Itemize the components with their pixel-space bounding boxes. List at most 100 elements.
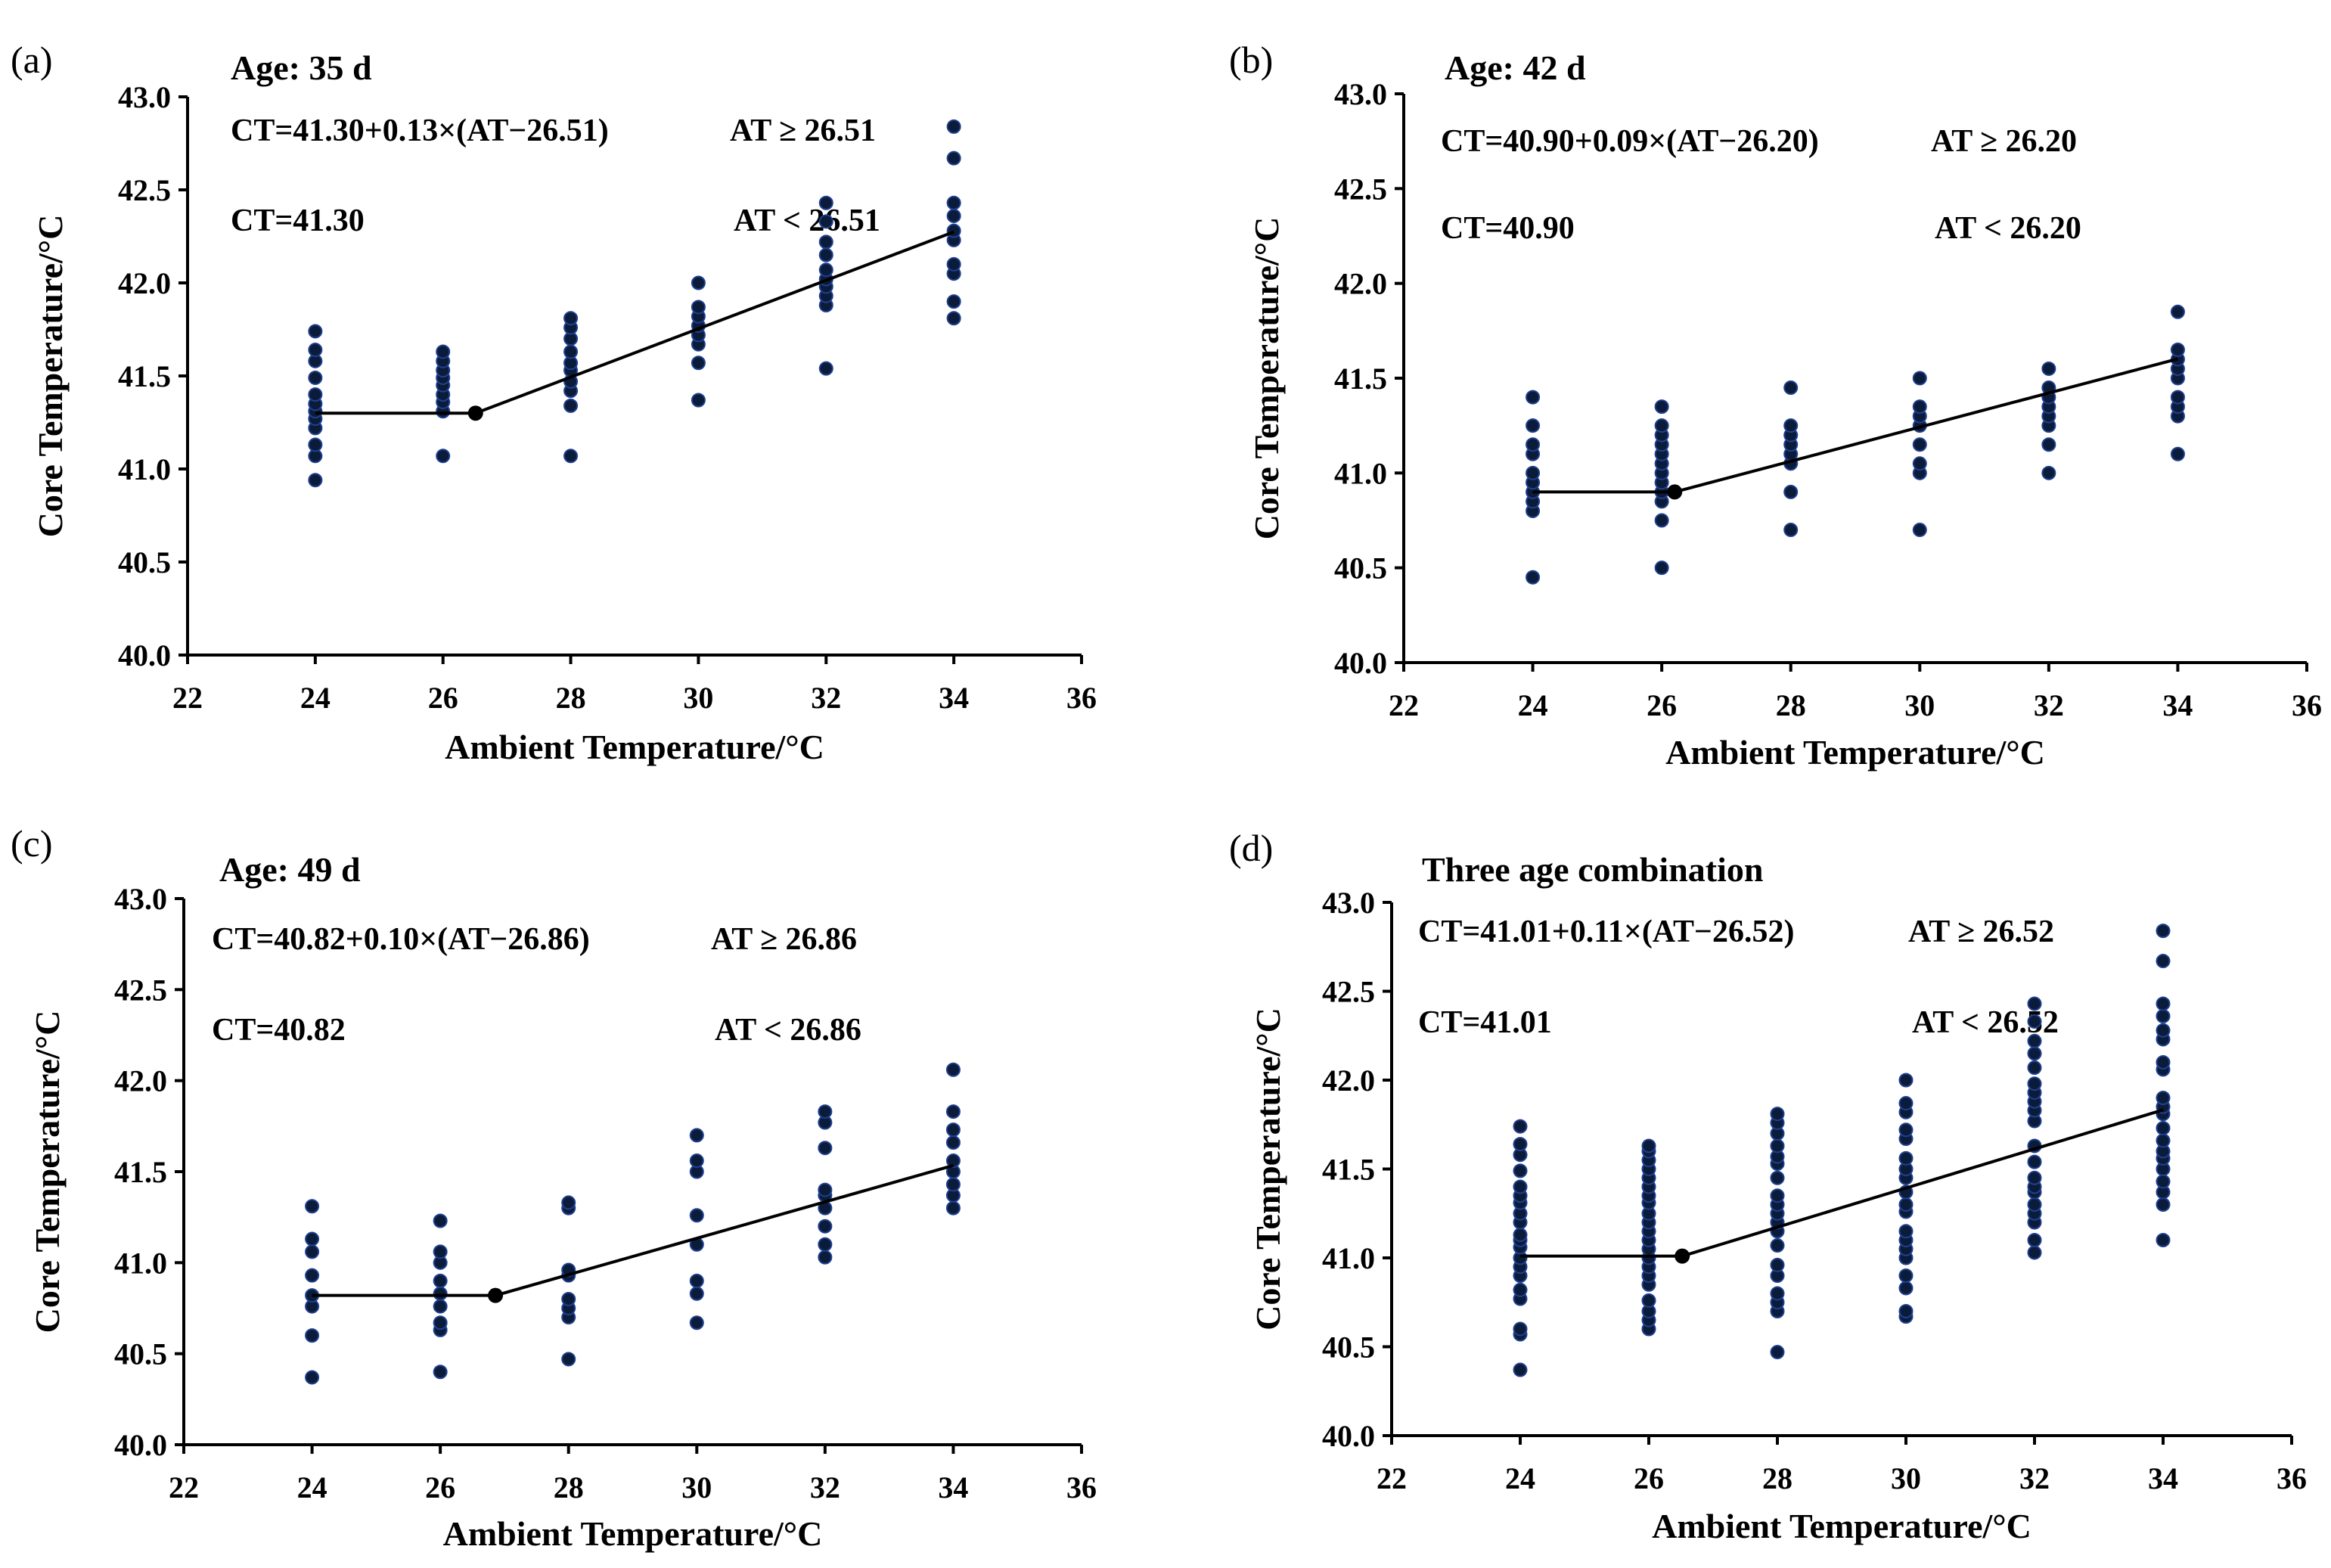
breakpoint-marker (1667, 484, 1683, 500)
data-point (689, 1273, 704, 1288)
slope-line (1674, 357, 2178, 494)
data-point (1898, 1073, 1914, 1088)
data-point (689, 1286, 704, 1301)
data-point (305, 1328, 320, 1343)
data-point (305, 1244, 320, 1259)
x-tick-label: 28 (1776, 688, 1806, 722)
chart-panel-d: 40.0 40.5 41.0 41.5 42.0 42.5 43.0 22 24 26 28 30 32… (1229, 827, 2307, 1545)
condition-lower: AT < 26.86 (715, 1013, 861, 1048)
data-point (2170, 446, 2185, 461)
x-tick-label: 26 (428, 681, 458, 715)
data-point (2027, 1245, 2042, 1260)
data-point (2041, 437, 2056, 452)
data-point (818, 1237, 833, 1252)
y-tick-label: 40.5 (118, 545, 171, 579)
data-point (2027, 1046, 2042, 1061)
x-axis-title: Ambient Temperature/°C (443, 1514, 823, 1553)
data-point (1770, 1188, 1785, 1203)
data-point (691, 300, 706, 315)
data-point (946, 195, 961, 210)
y-tick-label: 43.0 (1322, 886, 1375, 920)
data-point (1770, 1238, 1785, 1253)
x-tick-label: 26 (425, 1470, 455, 1504)
data-point (2156, 1023, 2171, 1038)
data-point (946, 256, 961, 272)
data-point (433, 1213, 448, 1228)
equation-upper: CT=41.01+0.11×(AT−26.52) (1418, 914, 1794, 949)
data-point (2027, 1033, 2042, 1048)
x-tick-label: 22 (1377, 1461, 1407, 1495)
chart-panel-b: 40.0 40.5 41.0 41.5 42.0 42.5 43.0 22 24 26 28 30 32… (1229, 39, 2322, 772)
data-point (1513, 1179, 1528, 1194)
y-tick-label: 43.0 (1334, 77, 1387, 111)
data-point (433, 1299, 448, 1314)
data-point (1898, 1150, 1914, 1166)
data-point (1513, 1362, 1528, 1377)
condition-lower: AT < 26.20 (1935, 211, 2081, 246)
breakpoint-marker (467, 405, 483, 421)
data-point (818, 1250, 833, 1265)
data-point (689, 1208, 704, 1223)
x-tick-label: 22 (169, 1470, 199, 1504)
y-tick-label: 42.0 (1334, 267, 1387, 301)
condition-lower: AT < 26.51 (734, 203, 880, 238)
data-point (1513, 1282, 1528, 1297)
y-tick-label: 42.0 (114, 1064, 167, 1098)
data-point (946, 208, 961, 223)
x-tick-label: 34 (2162, 688, 2193, 722)
data-point (818, 361, 833, 376)
data-point (945, 1135, 961, 1150)
data-point (305, 1268, 320, 1283)
data-point (1898, 1122, 1914, 1138)
panel-title: Age: 49 d (219, 850, 361, 889)
data-point (1898, 1304, 1914, 1318)
data-point (1654, 513, 1669, 528)
data-point (2027, 1197, 2042, 1212)
y-tick-label: 41.0 (1322, 1241, 1375, 1275)
x-tick-label: 24 (1505, 1461, 1535, 1495)
data-point (1513, 1163, 1528, 1178)
data-point (1641, 1293, 1656, 1308)
data-point (945, 1104, 961, 1119)
data-point (1513, 1119, 1528, 1134)
data-point (946, 294, 961, 309)
data-point (1912, 523, 1927, 538)
data-point (1770, 1286, 1785, 1301)
data-point (2027, 996, 2042, 1011)
data-point (2027, 1233, 2042, 1247)
data-point (436, 449, 451, 464)
data-point (689, 1315, 704, 1330)
data-point (433, 1365, 448, 1380)
data-point (2156, 1133, 2171, 1148)
equation-lower: CT=41.30 (231, 203, 365, 238)
x-tick-label: 36 (1066, 1470, 1097, 1504)
data-point (1783, 484, 1799, 499)
y-tick-label: 42.0 (118, 266, 171, 300)
y-tick-label: 42.0 (1322, 1063, 1375, 1098)
data-point (691, 275, 706, 290)
slope-line (475, 230, 954, 415)
data-point (2027, 1154, 2042, 1169)
data-point (1912, 456, 1927, 471)
x-tick-label: 34 (938, 1470, 968, 1504)
data-point (563, 311, 579, 326)
data-point (1898, 1281, 1914, 1296)
y-tick-label: 40.0 (1334, 646, 1387, 680)
data-point (689, 1128, 704, 1143)
equation-upper: CT=41.30+0.13×(AT−26.51) (231, 113, 609, 148)
data-point (1654, 399, 1669, 415)
data-point (2156, 954, 2171, 969)
x-tick-label: 32 (810, 1470, 840, 1504)
data-point (433, 1315, 448, 1330)
y-tick-label: 41.5 (114, 1155, 167, 1189)
data-point (1770, 1170, 1785, 1185)
y-tick-label: 40.0 (114, 1428, 167, 1462)
data-point (2156, 1197, 2171, 1212)
data-point (818, 1182, 833, 1197)
equation-upper: CT=40.82+0.10×(AT−26.86) (212, 922, 590, 957)
y-tick-label: 42.5 (118, 173, 171, 207)
x-axis-title: Ambient Temperature/°C (1652, 1507, 2031, 1545)
x-tick-label: 30 (681, 1470, 712, 1504)
y-tick-label: 40.0 (1322, 1419, 1375, 1453)
breakpoint-marker (1675, 1248, 1690, 1264)
